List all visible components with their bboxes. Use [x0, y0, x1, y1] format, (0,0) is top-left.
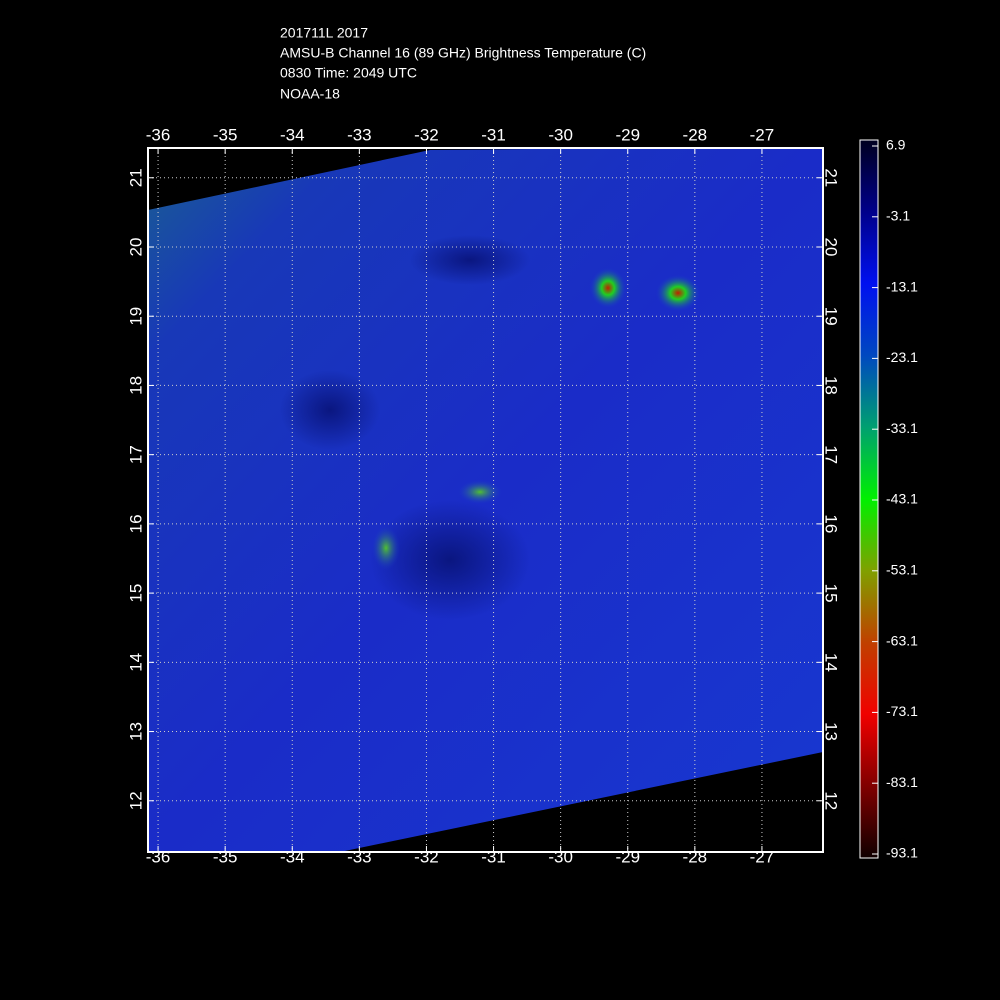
colorbar-label: -23.1 — [886, 349, 918, 365]
y-tick-label: 19 — [822, 307, 841, 326]
y-tick-label: 15 — [126, 584, 145, 603]
y-tick-label: 18 — [822, 376, 841, 395]
x-tick-label: -34 — [280, 847, 305, 866]
y-tick-label: 16 — [126, 514, 145, 533]
x-tick-label: -31 — [481, 125, 506, 144]
x-tick-label: -29 — [615, 125, 640, 144]
header-line: 0830 Time: 2049 UTC — [280, 65, 417, 81]
x-tick-label: -31 — [481, 847, 506, 866]
colorbar-label: -3.1 — [886, 208, 910, 224]
x-tick-label: -35 — [213, 847, 238, 866]
colorbar — [859, 139, 879, 859]
x-tick-label: -28 — [683, 125, 708, 144]
y-tick-label: 16 — [822, 514, 841, 533]
x-tick-label: -27 — [750, 847, 775, 866]
y-tick-label: 21 — [822, 168, 841, 187]
colorbar-label: -93.1 — [886, 845, 918, 861]
y-tick-label: 12 — [822, 791, 841, 810]
y-tick-label: 21 — [126, 168, 145, 187]
y-tick-label: 14 — [126, 653, 145, 672]
colorbar-label: -83.1 — [886, 774, 918, 790]
convection-cell — [590, 268, 626, 308]
y-tick-label: 13 — [822, 722, 841, 741]
cloud-feature — [410, 235, 530, 285]
map-frame — [147, 147, 824, 853]
colorbar-label: -13.1 — [886, 278, 918, 294]
colorbar-label: -43.1 — [886, 491, 918, 507]
y-tick-label: 14 — [822, 653, 841, 672]
header: 201711L 2017 AMSU-B Channel 16 (89 GHz) … — [280, 25, 646, 102]
x-tick-label: -30 — [548, 125, 573, 144]
header-line: 201711L 2017 — [280, 25, 368, 41]
x-tick-label: -33 — [347, 125, 372, 144]
x-tick-label: -29 — [615, 847, 640, 866]
x-tick-label: -30 — [548, 847, 573, 866]
convection-cell — [458, 480, 502, 504]
cloud-feature — [280, 370, 380, 450]
cloud-feature — [370, 500, 530, 620]
y-tick-label: 13 — [126, 722, 145, 741]
colorbar-label: -73.1 — [886, 703, 918, 719]
x-tick-label: -28 — [683, 847, 708, 866]
convection-cell — [656, 275, 700, 311]
x-tick-label: -36 — [146, 125, 171, 144]
y-tick-label: 12 — [126, 791, 145, 810]
y-tick-label: 17 — [126, 445, 145, 464]
y-tick-label: 19 — [126, 307, 145, 326]
x-tick-label: -27 — [750, 125, 775, 144]
colorbar-label: -33.1 — [886, 420, 918, 436]
x-tick-label: -32 — [414, 847, 439, 866]
y-tick-label: 20 — [822, 238, 841, 257]
y-tick-label: 20 — [126, 238, 145, 257]
x-tick-label: -34 — [280, 125, 305, 144]
y-tick-label: 15 — [822, 584, 841, 603]
x-tick-label: -32 — [414, 125, 439, 144]
y-tick-label: 17 — [822, 445, 841, 464]
colorbar-label: 6.9 — [886, 137, 906, 153]
x-tick-label: -33 — [347, 847, 372, 866]
convection-cell — [372, 526, 400, 570]
satellite-swath — [148, 148, 823, 852]
header-line: AMSU-B Channel 16 (89 GHz) Brightness Te… — [280, 45, 646, 61]
colorbar-label: -53.1 — [886, 562, 918, 578]
x-tick-label: -36 — [146, 847, 171, 866]
x-tick-label: -35 — [213, 125, 238, 144]
colorbar-label: -63.1 — [886, 632, 918, 648]
header-line: NOAA-18 — [280, 86, 340, 102]
y-tick-label: 18 — [126, 376, 145, 395]
